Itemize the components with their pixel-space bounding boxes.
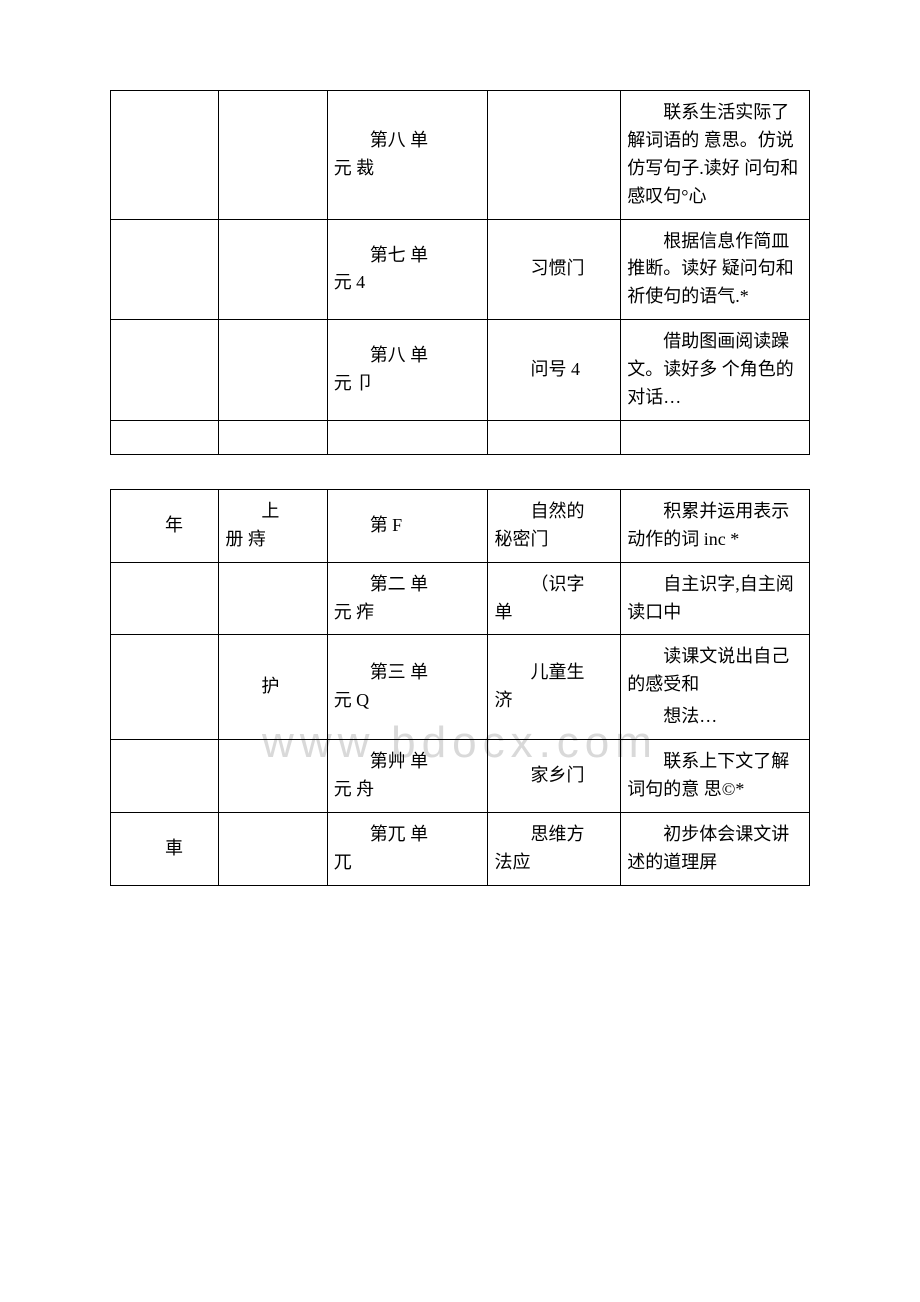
cell: 读课文说出自己的感受和 想法… bbox=[621, 635, 810, 740]
cell-text: 自主识字,自主阅读口中 bbox=[627, 571, 803, 627]
cell-text: 根据信息作简皿推断。读好 疑问句和祈使句的语气.* bbox=[627, 228, 803, 312]
cell-text: 年 bbox=[129, 512, 183, 540]
cell-text: 初步体会课文讲述的道理屏 bbox=[627, 821, 803, 877]
cell-text: 元 Q bbox=[334, 687, 482, 715]
cell-text: 册 痔 bbox=[225, 526, 320, 554]
cell: 自然的 秘密门 bbox=[488, 489, 621, 562]
table-row: 第二 单 元 痄 （识字 单 自主识字,自主阅读口中 bbox=[111, 562, 810, 635]
cell-text: 第八 单 bbox=[334, 342, 482, 370]
cell-text: 元 裁 bbox=[334, 155, 482, 183]
cell-text: 护 bbox=[225, 673, 279, 701]
cell bbox=[219, 420, 327, 454]
cell-text: 自然的 bbox=[494, 498, 614, 526]
cell-text: 第七 单 bbox=[334, 242, 482, 270]
cell bbox=[111, 635, 219, 740]
cell-text: 元 卩 bbox=[334, 370, 482, 398]
cell-text: 第三 单 bbox=[334, 659, 482, 687]
cell bbox=[219, 812, 327, 885]
table-row bbox=[111, 420, 810, 454]
cell-text: 济 bbox=[494, 687, 614, 715]
cell-text: 读课文说出自己的感受和 bbox=[627, 643, 803, 699]
cell bbox=[219, 740, 327, 813]
cell bbox=[488, 91, 621, 220]
cell bbox=[111, 740, 219, 813]
cell-text: 第兀 单 bbox=[334, 821, 482, 849]
cell: 第兀 单 兀 bbox=[327, 812, 488, 885]
cell bbox=[111, 320, 219, 421]
cell: 思维方 法应 bbox=[488, 812, 621, 885]
table-row: 第艸 单 元 舟 家乡门 联系上下文了解词句的意 思©* bbox=[111, 740, 810, 813]
cell-text: 車 bbox=[129, 835, 183, 863]
cell-text: 秘密门 bbox=[494, 526, 614, 554]
cell: 第七 单 元 4 bbox=[327, 219, 488, 320]
cell bbox=[488, 420, 621, 454]
cell bbox=[111, 420, 219, 454]
cell: 第艸 单 元 舟 bbox=[327, 740, 488, 813]
cell: 第八 单 元 裁 bbox=[327, 91, 488, 220]
cell bbox=[219, 219, 327, 320]
cell: 家乡门 bbox=[488, 740, 621, 813]
cell: 第二 单 元 痄 bbox=[327, 562, 488, 635]
cell: 初步体会课文讲述的道理屏 bbox=[621, 812, 810, 885]
cell: 第三 单 元 Q bbox=[327, 635, 488, 740]
cell bbox=[219, 320, 327, 421]
cell: 年 bbox=[111, 489, 219, 562]
cell: 护 bbox=[219, 635, 327, 740]
cell-text: 家乡门 bbox=[494, 762, 584, 790]
cell bbox=[219, 91, 327, 220]
cell-text: 联系生活实际了解词语的 意思。仿说仿写句子.读好 问句和感叹句°心 bbox=[627, 99, 803, 211]
cell: （识字 单 bbox=[488, 562, 621, 635]
cell-text: 兀 bbox=[334, 849, 482, 877]
cell bbox=[219, 562, 327, 635]
cell-text: 儿童生 bbox=[494, 659, 614, 687]
cell-text: 联系上下文了解词句的意 思©* bbox=[627, 748, 803, 804]
table-2: 年 上 册 痔 第 F 自然的 秘密门 积累并运用表示动作的词 inc * bbox=[110, 489, 810, 886]
cell: 问号 4 bbox=[488, 320, 621, 421]
table-row: 第七 单 元 4 习惯门 根据信息作简皿推断。读好 疑问句和祈使句的语气.* bbox=[111, 219, 810, 320]
cell bbox=[111, 219, 219, 320]
cell bbox=[621, 420, 810, 454]
cell bbox=[111, 562, 219, 635]
cell-text: 问号 4 bbox=[494, 356, 580, 384]
cell-text: 元 4 bbox=[334, 269, 482, 297]
cell: 习惯门 bbox=[488, 219, 621, 320]
cell-text: 上 bbox=[225, 498, 320, 526]
cell: 联系上下文了解词句的意 思©* bbox=[621, 740, 810, 813]
cell-text: 想法… bbox=[627, 703, 803, 731]
cell-text: 习惯门 bbox=[494, 255, 584, 283]
cell-text: 借助图画阅读躁文。读好多 个角色的对话… bbox=[627, 328, 803, 412]
cell-text: 单 bbox=[494, 599, 614, 627]
cell bbox=[111, 91, 219, 220]
cell: 根据信息作简皿推断。读好 疑问句和祈使句的语气.* bbox=[621, 219, 810, 320]
cell: 自主识字,自主阅读口中 bbox=[621, 562, 810, 635]
cell-text: 第 F bbox=[334, 512, 403, 540]
table-row: 第八 单 元 裁 联系生活实际了解词语的 意思。仿说仿写句子.读好 问句和感叹句… bbox=[111, 91, 810, 220]
table-row: 护 第三 单 元 Q 儿童生 济 读课文说出自己的感受和 想法… bbox=[111, 635, 810, 740]
table-1: 第八 单 元 裁 联系生活实际了解词语的 意思。仿说仿写句子.读好 问句和感叹句… bbox=[110, 90, 810, 455]
cell: 积累并运用表示动作的词 inc * bbox=[621, 489, 810, 562]
cell bbox=[327, 420, 488, 454]
cell: 車 bbox=[111, 812, 219, 885]
table-row: 車 第兀 单 兀 思维方 法应 初步体会课文讲述的道理屏 bbox=[111, 812, 810, 885]
cell-text: 法应 bbox=[494, 849, 614, 877]
cell: 儿童生 济 bbox=[488, 635, 621, 740]
table-row: 年 上 册 痔 第 F 自然的 秘密门 积累并运用表示动作的词 inc * bbox=[111, 489, 810, 562]
cell-text: （识字 bbox=[494, 571, 614, 599]
table-gap bbox=[110, 455, 810, 489]
cell: 借助图画阅读躁文。读好多 个角色的对话… bbox=[621, 320, 810, 421]
cell-text: 第二 单 bbox=[334, 571, 482, 599]
cell-text: 第八 单 bbox=[334, 127, 482, 155]
cell: 第 F bbox=[327, 489, 488, 562]
cell-text: 思维方 bbox=[494, 821, 614, 849]
cell-text: 积累并运用表示动作的词 inc * bbox=[627, 498, 803, 554]
cell: 联系生活实际了解词语的 意思。仿说仿写句子.读好 问句和感叹句°心 bbox=[621, 91, 810, 220]
cell: 第八 单 元 卩 bbox=[327, 320, 488, 421]
cell-text: 元 痄 bbox=[334, 599, 482, 627]
table-row: 第八 单 元 卩 问号 4 借助图画阅读躁文。读好多 个角色的对话… bbox=[111, 320, 810, 421]
cell-text: 第艸 单 bbox=[334, 748, 482, 776]
cell-text: 元 舟 bbox=[334, 776, 482, 804]
cell: 上 册 痔 bbox=[219, 489, 327, 562]
